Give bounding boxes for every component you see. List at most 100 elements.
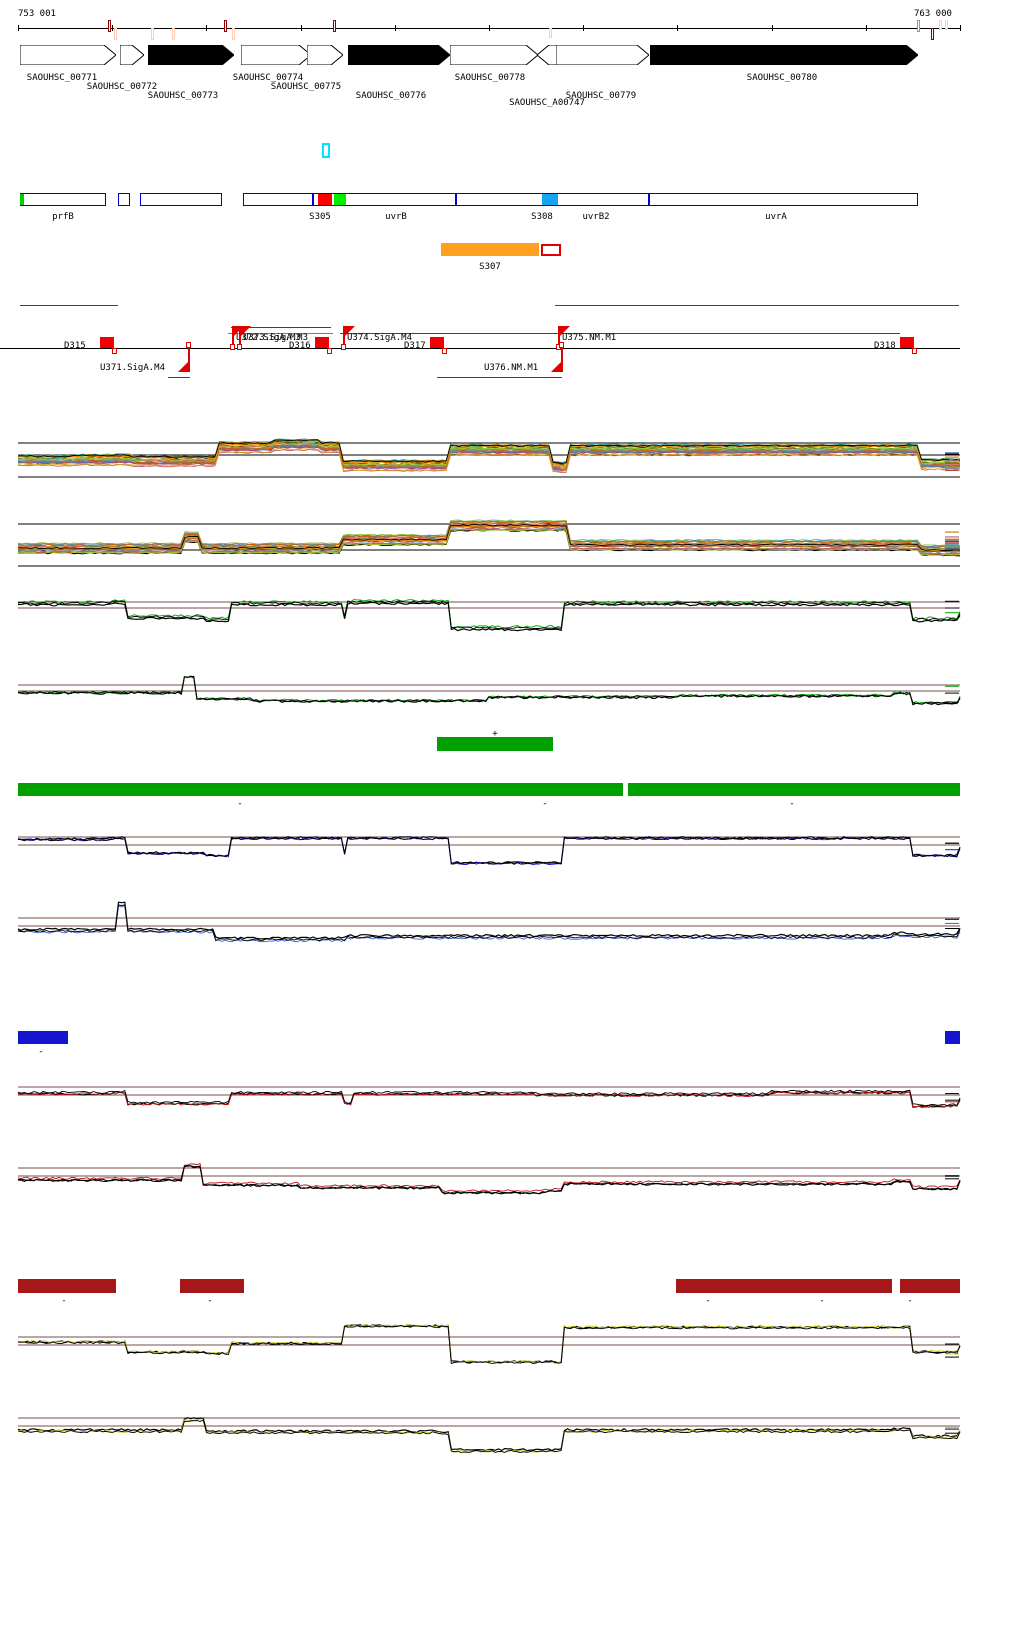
terminator-box[interactable]	[900, 337, 914, 348]
operon-feature-segment[interactable]	[20, 194, 24, 205]
operon-box[interactable]	[140, 193, 222, 206]
operon-box[interactable]	[118, 193, 130, 206]
tss-flag-pole[interactable]	[239, 326, 241, 348]
gene-arrow-shape[interactable]	[650, 45, 918, 65]
annotation-red-span	[555, 305, 959, 306]
gene-arrow-shape[interactable]	[20, 45, 116, 65]
plot-right-edge-continuation	[945, 1175, 959, 1180]
tss-flag-icon[interactable]	[344, 326, 355, 337]
operon-box[interactable]	[20, 193, 106, 206]
gene-arrow-shape[interactable]	[348, 45, 450, 65]
snp-mark[interactable]	[939, 20, 942, 30]
plot-trace	[17, 601, 961, 632]
plot-trace	[17, 1418, 961, 1453]
tss-flag-pole[interactable]	[343, 326, 345, 348]
tss-flag-pole-reverse[interactable]	[188, 348, 190, 372]
snp-mark[interactable]	[224, 20, 227, 32]
terminator-box[interactable]	[100, 337, 114, 348]
segment-strand-label: -	[38, 1047, 44, 1057]
snp-mark[interactable]	[108, 20, 111, 32]
gene-arrow-shape[interactable]	[450, 45, 538, 65]
gene-arrow-shape[interactable]	[120, 45, 144, 65]
coord-start-label: 753 001	[18, 9, 56, 19]
snp-mark[interactable]	[917, 20, 920, 32]
plot-trace	[17, 1089, 961, 1107]
segment-bar[interactable]	[945, 1031, 960, 1044]
plot-trace	[17, 1419, 961, 1453]
tss-flag-icon[interactable]	[240, 326, 251, 337]
plot-right-edge-continuation	[945, 685, 959, 703]
snp-mark[interactable]	[945, 20, 948, 30]
tss-flag-pole[interactable]	[558, 326, 560, 348]
plot-trace	[18, 1325, 961, 1365]
segment-bar[interactable]	[18, 783, 623, 796]
ruler-tick	[300, 25, 302, 31]
terminator-foot-box	[442, 348, 447, 354]
gene-arrow-shape[interactable]	[307, 45, 343, 65]
annotation-red-span	[20, 305, 118, 306]
cyan-feature-marker[interactable]	[322, 143, 330, 158]
segment-bar[interactable]	[437, 737, 553, 751]
segment-bar[interactable]	[18, 1279, 116, 1293]
snp-mark[interactable]	[151, 28, 154, 40]
operon-feature-segment[interactable]	[334, 194, 346, 205]
annotation-red-span	[168, 377, 190, 378]
segment-strand-label: -	[789, 799, 795, 809]
terminator-box[interactable]	[315, 337, 329, 348]
tss-flag-icon-reverse[interactable]	[178, 361, 189, 372]
snp-mark[interactable]	[172, 28, 175, 40]
srna-bar[interactable]	[441, 243, 539, 256]
segment-bar[interactable]	[18, 1031, 68, 1044]
ruler-tick	[583, 25, 585, 31]
segment-strand-label: -	[907, 1296, 913, 1306]
terminator-box[interactable]	[430, 337, 444, 348]
segment-bar[interactable]	[180, 1279, 244, 1293]
tss-foot-box	[237, 344, 242, 350]
signal-plot[interactable]	[0, 1400, 1024, 1462]
signal-plot[interactable]	[0, 1315, 1024, 1377]
annotation-label: D315	[64, 341, 86, 351]
snp-mark[interactable]	[232, 28, 235, 40]
signal-plot[interactable]	[0, 815, 1024, 877]
ruler-tick	[112, 25, 114, 31]
annotation-label: U375.NM.M1	[562, 333, 617, 343]
segment-strand-label: -	[207, 1296, 213, 1306]
plot-trace	[18, 904, 961, 943]
plot-right-edge-continuation	[945, 452, 959, 471]
operon-feature-segment[interactable]	[542, 194, 558, 205]
signal-plot[interactable]	[0, 665, 1024, 727]
gene-arrow-shape[interactable]	[556, 45, 649, 65]
signal-plot[interactable]	[0, 512, 1024, 577]
snp-mark[interactable]	[549, 28, 552, 38]
plot-trace	[17, 1162, 961, 1193]
operon-box[interactable]	[243, 193, 918, 206]
srna-open-box[interactable]	[541, 244, 561, 256]
gene-arrow-shape[interactable]	[241, 45, 311, 65]
ruler-tick	[960, 25, 961, 31]
signal-plot[interactable]	[0, 1065, 1024, 1127]
segment-strand-label: -	[819, 1296, 825, 1306]
plot-trace	[17, 527, 961, 555]
signal-plot[interactable]	[0, 425, 1024, 490]
segment-bar[interactable]	[628, 783, 960, 796]
segment-bar[interactable]	[676, 1279, 892, 1293]
tss-flag-pole[interactable]	[232, 326, 234, 348]
tss-flag-pole-reverse[interactable]	[561, 348, 563, 372]
tss-flag-icon[interactable]	[559, 326, 570, 337]
snp-mark[interactable]	[333, 20, 336, 32]
gene-arrow-shape[interactable]	[537, 45, 559, 65]
operon-divider	[648, 193, 650, 206]
signal-plot[interactable]	[0, 580, 1024, 642]
operon-feature-segment[interactable]	[318, 194, 332, 205]
tss-flag-icon-reverse[interactable]	[551, 361, 562, 372]
annotation-label: U376.NM.M1	[484, 363, 539, 373]
plot-right-edge-continuation	[945, 1343, 959, 1358]
plot-trace	[17, 1165, 961, 1195]
snp-mark[interactable]	[114, 28, 117, 40]
signal-plot[interactable]	[0, 1150, 1024, 1212]
segment-bar[interactable]	[900, 1279, 960, 1293]
gene-arrow-shape[interactable]	[148, 45, 234, 65]
gene-label: SAOUHSC_00778	[454, 73, 526, 83]
signal-plot[interactable]	[0, 900, 1024, 962]
snp-mark[interactable]	[931, 28, 934, 40]
